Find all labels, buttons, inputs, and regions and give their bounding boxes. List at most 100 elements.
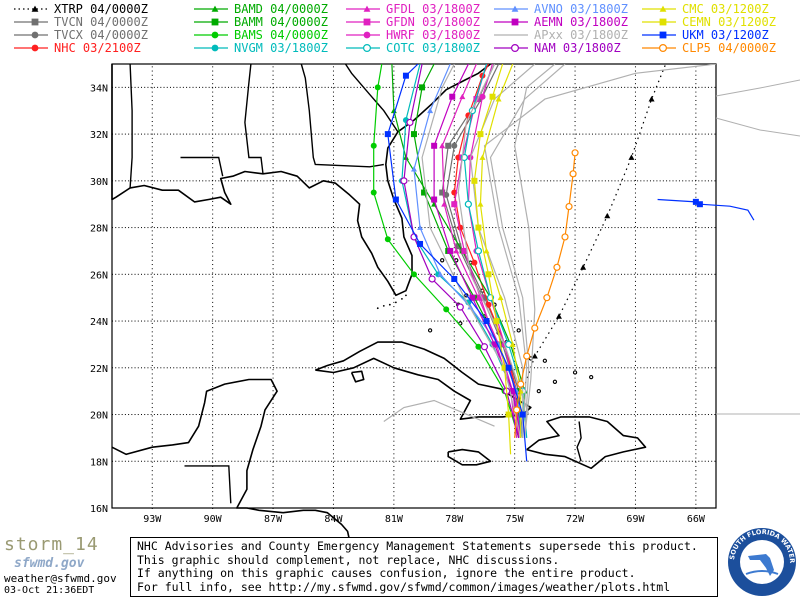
track-point-hollow-circle xyxy=(543,294,551,302)
track-bams xyxy=(373,64,520,439)
track-point-circle xyxy=(443,306,450,313)
coastline-4 xyxy=(447,448,492,466)
state-border-2 xyxy=(344,63,399,133)
track-point-square xyxy=(363,18,371,26)
legend-label: NAM 03/1800Z xyxy=(534,41,621,55)
track-point-square xyxy=(505,364,512,371)
track-point-hollow-circle xyxy=(474,247,483,255)
track-point-hollow-circle xyxy=(553,263,561,271)
island xyxy=(516,328,521,333)
track-point-triangle xyxy=(467,304,474,310)
track-point-circle xyxy=(211,31,219,39)
model-tracks xyxy=(370,64,800,462)
disclaimer-line[interactable]: For full info, see http://my.sfwmd.gov/s… xyxy=(137,579,671,594)
island xyxy=(536,389,541,394)
legend-swatch xyxy=(14,5,48,12)
state-border-5 xyxy=(184,465,232,504)
legend-label: XTRP 04/0000Z xyxy=(54,2,148,16)
track-point-square xyxy=(519,411,526,418)
legend-label: HWRF 03/1800Z xyxy=(386,28,480,42)
contact-email[interactable]: weather@sfwmd.gov xyxy=(4,572,117,585)
legend-swatch xyxy=(194,18,228,26)
track-apxx-tail xyxy=(715,117,800,137)
track-point-square xyxy=(483,318,490,325)
legend-label: COTC 03/1800Z xyxy=(386,41,480,55)
track-point-hollow-circle xyxy=(363,43,372,53)
coastline-5 xyxy=(111,378,278,509)
florida-key xyxy=(394,301,397,304)
legend-swatch xyxy=(346,43,380,53)
track-point-square xyxy=(455,243,462,250)
lon-label: 90W xyxy=(204,514,223,525)
track-point-circle xyxy=(451,142,458,149)
track-point-square xyxy=(431,196,438,203)
track-point-triangle xyxy=(509,341,516,347)
track-point-square xyxy=(505,411,512,418)
state-border-3 xyxy=(180,156,224,177)
lon-label: 84W xyxy=(324,514,343,525)
track-point-triangle xyxy=(580,264,587,270)
legend-swatch xyxy=(346,18,380,26)
track-point-square xyxy=(451,275,458,282)
track-point-square xyxy=(485,271,492,278)
track-apxx-6 xyxy=(514,64,556,438)
track-point-circle xyxy=(370,189,377,196)
track-point-triangle xyxy=(363,5,371,12)
legend-label: CLP5 04/0000Z xyxy=(682,41,776,55)
lat-label: 24N xyxy=(90,317,108,328)
track-point-square xyxy=(439,189,446,196)
track-point-square xyxy=(489,93,496,100)
track-point-triangle xyxy=(439,142,446,149)
track-point-triangle xyxy=(479,154,486,160)
track-point-triangle xyxy=(453,247,460,254)
island xyxy=(589,374,594,380)
track-point-square xyxy=(511,18,519,26)
track-point-circle xyxy=(479,93,486,100)
lat-label: 16N xyxy=(90,504,108,515)
legend-swatch xyxy=(642,31,676,39)
lon-label: 72W xyxy=(566,514,585,525)
track-point-triangle xyxy=(483,247,490,254)
legend-label: NVGM 03/1800Z xyxy=(234,41,328,55)
map-grid xyxy=(112,66,716,509)
lon-label: 69W xyxy=(626,514,645,525)
track-ukm xyxy=(387,64,528,462)
track-point-circle xyxy=(411,271,417,278)
coastline-0 xyxy=(111,63,491,297)
track-point-square xyxy=(477,294,484,301)
coastline-2 xyxy=(350,370,365,383)
lat-label: 30N xyxy=(90,177,108,188)
island xyxy=(464,293,469,298)
legend-label: AVNO 03/1800Z xyxy=(534,2,628,16)
track-point-square xyxy=(461,247,468,254)
legend-label: GFDN 03/1800Z xyxy=(386,15,480,29)
track-point-square xyxy=(421,189,428,196)
track-point-circle xyxy=(471,259,478,266)
florida-key xyxy=(382,304,385,307)
legend-label: NHC 03/2100Z xyxy=(54,41,141,55)
track-storm-east-extension xyxy=(699,203,755,221)
track-point-square xyxy=(493,318,500,325)
lon-label: 81W xyxy=(385,514,404,525)
track-point-circle xyxy=(374,84,381,91)
track-point-square xyxy=(211,18,219,26)
track-point-square xyxy=(392,196,399,203)
legend-swatch xyxy=(642,43,676,53)
track-point-square xyxy=(477,131,484,138)
legend-label: APxx 03/1800Z xyxy=(534,28,628,42)
florida-key xyxy=(388,303,391,306)
track-point-circle xyxy=(370,142,377,149)
track-point-square xyxy=(659,18,667,26)
legend-label: GFDL 03/1800Z xyxy=(386,2,480,16)
coastline-3 xyxy=(526,416,647,470)
track-point-triangle xyxy=(390,107,397,114)
track-point-square xyxy=(501,364,508,371)
track-point-triangle xyxy=(417,224,424,230)
track-point-square xyxy=(431,142,438,149)
florida-key xyxy=(405,294,407,297)
track-point-hollow-circle xyxy=(511,43,520,53)
disclaimer-box: NHC Advisories and County Emergency Mana… xyxy=(130,537,718,597)
legend-swatch xyxy=(194,44,228,52)
track-point-square xyxy=(419,84,426,91)
